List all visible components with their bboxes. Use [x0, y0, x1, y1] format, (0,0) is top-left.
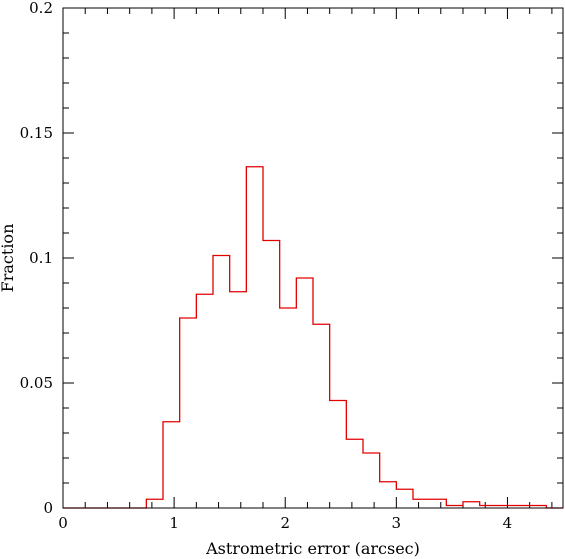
x-tick-label: 3: [392, 514, 402, 532]
axis-ticks: [62, 7, 563, 509]
histogram-bin: [180, 318, 197, 508]
histogram-outline: [63, 166, 563, 509]
histogram-bin: [163, 422, 180, 508]
histogram-bin: [213, 256, 230, 509]
y-tick-label: 0.15: [20, 124, 53, 142]
y-tick-label: 0.2: [29, 0, 53, 17]
histogram-bin: [263, 241, 280, 509]
histogram-bin: [430, 499, 447, 508]
histogram-bin: [146, 499, 163, 508]
y-tick-label: 0.1: [29, 249, 53, 267]
x-tick-labels: 0 1 2 3 4: [58, 514, 512, 532]
x-tick-label: 0: [58, 514, 68, 532]
histogram-bin: [396, 489, 413, 508]
histogram-bin: [230, 292, 247, 508]
histogram-bin: [196, 294, 213, 508]
histogram-bin: [280, 308, 297, 508]
y-axis-label: Fraction: [0, 224, 17, 293]
x-axis-label: Astrometric error (arcsec): [205, 539, 420, 558]
histogram-bin: [346, 439, 363, 508]
histogram-bin: [296, 278, 313, 508]
y-tick-labels: 0 0.05 0.1 0.15 0.2: [20, 0, 53, 517]
plot-frame: [62, 7, 564, 509]
histogram-bin: [246, 167, 263, 508]
histogram-bin: [313, 324, 330, 508]
histogram-bin: [463, 502, 480, 508]
histogram-bin: [413, 499, 430, 508]
x-tick-label: 4: [503, 514, 513, 532]
histogram-bins: [146, 167, 546, 508]
histogram-bin: [363, 453, 380, 508]
x-tick-label: 2: [280, 514, 290, 532]
y-tick-label: 0.05: [20, 374, 53, 392]
x-tick-label: 1: [169, 514, 179, 532]
histogram-bin: [380, 482, 397, 508]
y-tick-label: 0: [43, 499, 53, 517]
histogram-bin: [330, 401, 347, 509]
